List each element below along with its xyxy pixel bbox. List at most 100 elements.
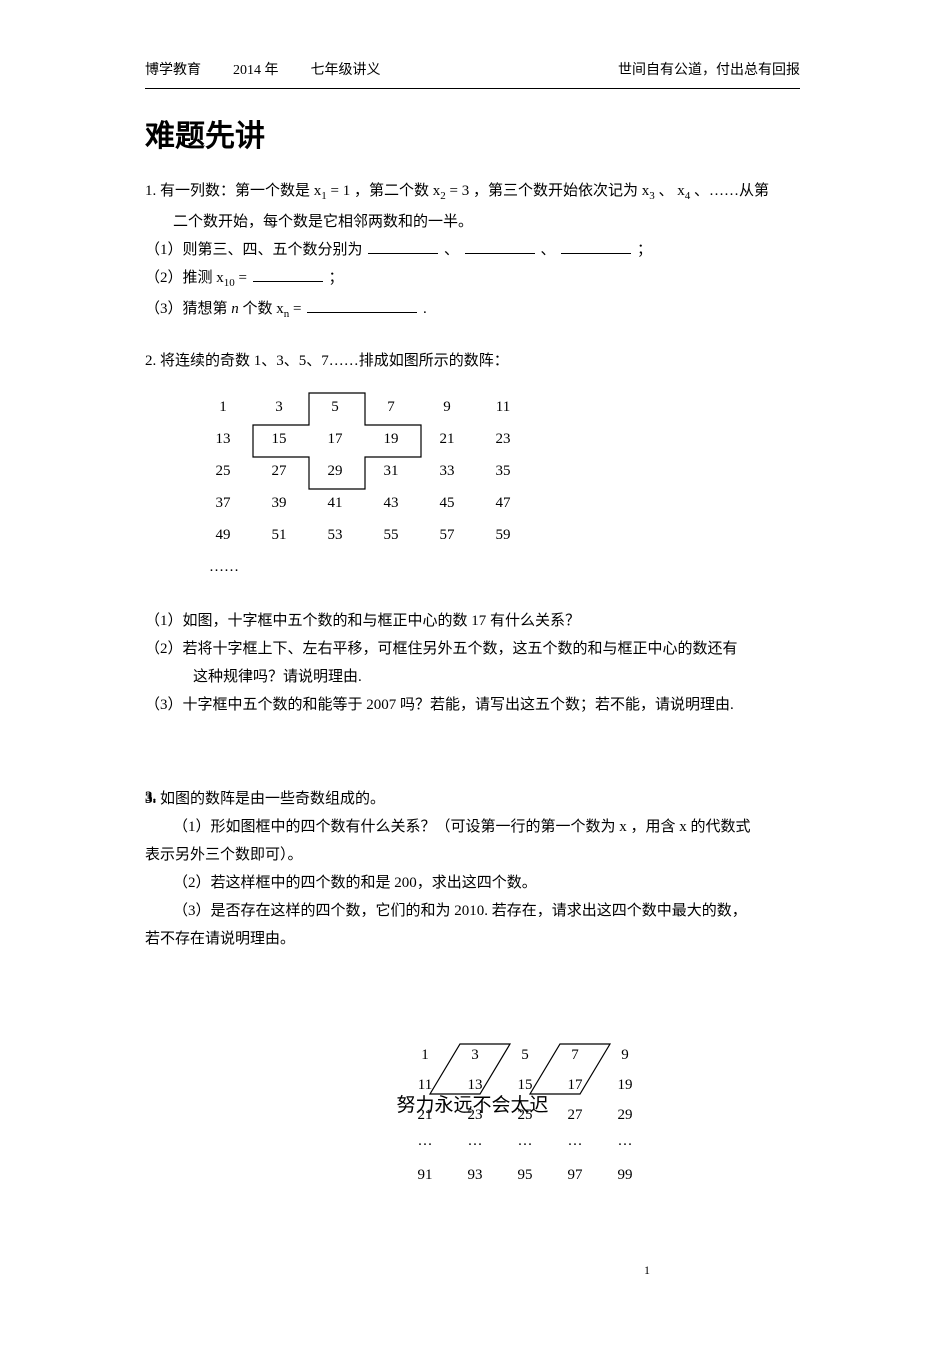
var-x10: x [216, 270, 224, 286]
grid-cell: 21 [400, 1100, 450, 1130]
header-rule [145, 88, 800, 89]
grid-cell: 11 [400, 1070, 450, 1100]
blank [307, 298, 417, 313]
grid-cell: 15 [251, 423, 307, 455]
q1-part3: （3）猜想第 n 个数 xn = . [145, 297, 800, 324]
q1-text: = 3 ，第三个数开始依次记为 [449, 183, 641, 199]
q1-text: 、……从第 [694, 183, 769, 199]
grid-cell: 99 [600, 1160, 650, 1190]
grid-cell: 29 [600, 1100, 650, 1130]
grid-cell: ··· [600, 1130, 650, 1160]
var-n: n [231, 301, 239, 317]
q1-stem-line1: 1. 有一列数：第一个数是 x1 = 1 ，第二个数 x2 = 3 ，第三个数开… [145, 179, 800, 206]
grid-cell: 59 [475, 519, 531, 551]
grid-cell: 1 [400, 1040, 450, 1070]
grid-cell: 25 [195, 455, 251, 487]
grid-cell: 19 [363, 423, 419, 455]
var-x4: x [677, 183, 685, 199]
grid-cell: 35 [475, 455, 531, 487]
gap [145, 725, 800, 785]
grid-cell: 9 [419, 391, 475, 423]
grid-cell: 45 [419, 487, 475, 519]
grid-cell: 23 [475, 423, 531, 455]
question-3-body: 3.3. 如图的数阵是由一些奇数组成的。 如图的数阵是由一些奇数组成的。 （1）… [145, 787, 800, 951]
q1-stem-line2: 二个数开始，每个数是它相邻两数和的一半。 [145, 210, 800, 234]
grid-cell: 11 [475, 391, 531, 423]
grid-cell: 93 [450, 1160, 500, 1190]
q3-part3a: （3）是否存在这样的四个数，它们的和为 2010. 若存在，请求出这四个数中最大… [145, 899, 800, 923]
grid-cell: 55 [363, 519, 419, 551]
var-xn: x [276, 301, 284, 317]
grid-cell: ··· [400, 1130, 450, 1160]
grid-cell: 95 [500, 1160, 550, 1190]
q3-part1a: （1）形如图框中的四个数有什么关系？（可设第一行的第一个数为 x ，用含 x 的… [145, 815, 800, 839]
gap [145, 591, 800, 609]
q1p2-text: （2）推测 [145, 270, 216, 286]
grid-cell: 33 [419, 455, 475, 487]
question-1: 1. 有一列数：第一个数是 x 1 = 1 ，第二个数 x 2 = 3 ，第三个数开… [145, 179, 800, 323]
q1-part2: （2）推测 x10 = ； [145, 266, 800, 293]
grid-cell: 21 [419, 423, 475, 455]
sub-4: 4 [685, 190, 691, 202]
eq: = [239, 270, 251, 286]
semi: ； [637, 242, 652, 258]
grid-cell: 57 [419, 519, 475, 551]
grid-cell: 39 [251, 487, 307, 519]
q2-part2a: （2）若将十字框上下、左右平移，可框住另外五个数，这五个数的和与框正中心的数还有 [145, 637, 800, 661]
period: . [423, 301, 427, 317]
q3-part2: （2）若这样框中的四个数的和是 200，求出这四个数。 [145, 871, 800, 895]
q2-number-grid: 1 3 5 7 9 11 13 15 17 19 21 23 25 27 29 … [195, 391, 800, 583]
year-label: 2014 年 [233, 60, 279, 82]
eq: = [293, 301, 305, 317]
grid-cell: 7 [550, 1040, 600, 1070]
grid-cell: 13 [195, 423, 251, 455]
sub-1: 1 [321, 190, 327, 202]
grid-ellipsis: …… [195, 551, 531, 583]
q1-text: = 1 ，第二个数 [331, 183, 433, 199]
q3-stem-visible: 如图的数阵是由一些奇数组成的。 [160, 791, 385, 807]
header-motto: 世间自有公道，付出总有回报 [618, 60, 800, 82]
grid-cell: ··· [450, 1130, 500, 1160]
page-header: 博学教育 2014 年 七年级讲义 世间自有公道，付出总有回报 [145, 60, 800, 82]
q3-grid-wrap: 1 3 5 7 9 11 13 15 17 19 21 23 25 27 29 … [400, 1040, 650, 1190]
grid-cell: 19 [600, 1070, 650, 1100]
grid-cell: 17 [307, 423, 363, 455]
grid-cell: 47 [475, 487, 531, 519]
sub-3: 3 [649, 190, 655, 202]
grid-cell: ··· [500, 1130, 550, 1160]
sep: 、 [541, 242, 556, 258]
q3-number-grid: 1 3 5 7 9 11 13 15 17 19 21 23 25 27 29 … [400, 1040, 650, 1190]
q3-stem-line: 3.3. 如图的数阵是由一些奇数组成的。 如图的数阵是由一些奇数组成的。 [145, 787, 800, 811]
q2-part2b: 这种规律吗？请说明理由. [145, 665, 800, 689]
grid-cell: 25 [500, 1100, 550, 1130]
grade-label: 七年级讲义 [311, 60, 381, 82]
sub-10: 10 [224, 277, 235, 289]
q1p3-text: 个数 [243, 301, 277, 317]
q1-text: 1. 有一列数：第一个数是 [145, 183, 314, 199]
grid-cell: 51 [251, 519, 307, 551]
page: 博学教育 2014 年 七年级讲义 世间自有公道，付出总有回报 难题先讲 1. … [145, 60, 800, 1320]
page-number: 1 [644, 1261, 650, 1280]
header-left: 博学教育 2014 年 七年级讲义 [145, 60, 381, 82]
question-2: 2. 将连续的奇数 1、3、5、7……排成如图所示的数阵： 1 3 5 7 9 … [145, 349, 800, 717]
blank [368, 239, 438, 254]
grid-cell: 13 [450, 1070, 500, 1100]
sep: 、 [658, 183, 673, 199]
q2-stem: 2. 将连续的奇数 1、3、5、7……排成如图所示的数阵： [145, 349, 800, 373]
grid-cell: 3 [450, 1040, 500, 1070]
grid-cell: 29 [307, 455, 363, 487]
sep: 、 [444, 242, 459, 258]
q3-part3b: 若不存在请说明理由。 [145, 927, 800, 951]
gap [145, 331, 800, 349]
blank [253, 267, 323, 282]
q3-number: 3. [145, 791, 156, 807]
sub-2: 2 [440, 190, 446, 202]
grid-cell: 91 [400, 1160, 450, 1190]
sub-n: n [284, 308, 290, 320]
grid-cell: 27 [550, 1100, 600, 1130]
grid-cell: 15 [500, 1070, 550, 1100]
grid-cell: 49 [195, 519, 251, 551]
q1p3-text: （3）猜想第 [145, 301, 231, 317]
org-name: 博学教育 [145, 60, 201, 82]
grid-cell: 37 [195, 487, 251, 519]
